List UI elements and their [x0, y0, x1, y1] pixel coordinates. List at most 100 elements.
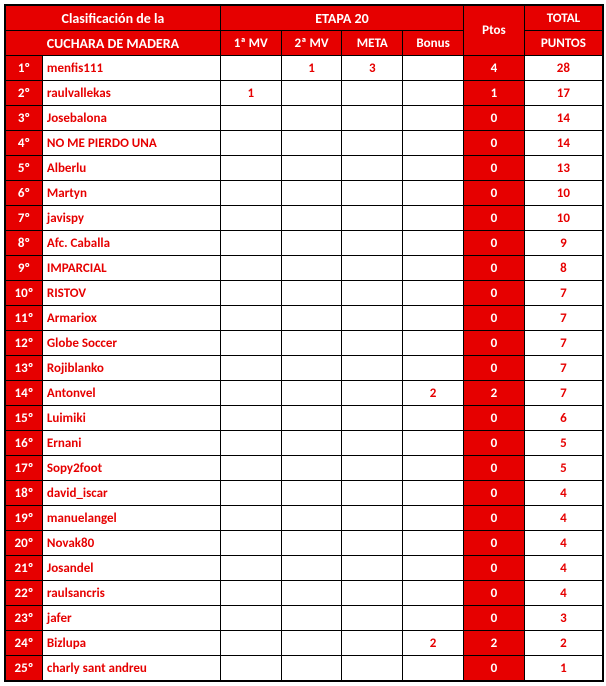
ptos-cell: 0	[464, 106, 525, 131]
mv1-cell	[220, 331, 281, 356]
meta-cell	[342, 431, 403, 456]
table-row: 5ºAlberlu013	[6, 156, 603, 181]
ptos-cell: 4	[464, 56, 525, 81]
mv1-cell	[220, 531, 281, 556]
col-2mv: 2ª MV	[281, 31, 342, 56]
table-row: 13ºRojiblanko07	[6, 356, 603, 381]
mv1-cell	[220, 181, 281, 206]
table-row: 8ºAfc. Caballa09	[6, 231, 603, 256]
meta-cell	[342, 406, 403, 431]
mv2-cell	[281, 306, 342, 331]
mv1-cell	[220, 306, 281, 331]
mv2-cell	[281, 606, 342, 631]
meta-cell: 3	[342, 56, 403, 81]
ptos-cell: 0	[464, 131, 525, 156]
total-cell: 9	[524, 231, 602, 256]
rank-cell: 21º	[6, 556, 43, 581]
mv2-cell	[281, 131, 342, 156]
total-cell: 4	[524, 531, 602, 556]
table-row: 14ºAntonvel227	[6, 381, 603, 406]
name-cell: raulsancris	[42, 581, 220, 606]
bonus-cell	[403, 306, 464, 331]
total-cell: 5	[524, 456, 602, 481]
rank-cell: 14º	[6, 381, 43, 406]
rank-cell: 24º	[6, 631, 43, 656]
table-row: 2ºraulvallekas1117	[6, 81, 603, 106]
total-cell: 13	[524, 156, 602, 181]
mv1-cell	[220, 581, 281, 606]
name-cell: menfis111	[42, 56, 220, 81]
table-row: 11ºArmariox07	[6, 306, 603, 331]
bonus-cell	[403, 481, 464, 506]
name-cell: Afc. Caballa	[42, 231, 220, 256]
ptos-cell: 0	[464, 581, 525, 606]
name-cell: Martyn	[42, 181, 220, 206]
mv2-cell	[281, 256, 342, 281]
ptos-cell: 0	[464, 231, 525, 256]
mv2-cell	[281, 531, 342, 556]
name-cell: Alberlu	[42, 156, 220, 181]
ptos-cell: 0	[464, 406, 525, 431]
meta-cell	[342, 631, 403, 656]
mv2-cell	[281, 81, 342, 106]
meta-cell	[342, 356, 403, 381]
mv2-cell	[281, 106, 342, 131]
header-row-1: Clasificación de la ETAPA 20 Ptos TOTAL	[6, 6, 603, 31]
mv2-cell	[281, 231, 342, 256]
title-line2: CUCHARA DE MADERA	[6, 31, 221, 56]
ptos-cell: 0	[464, 206, 525, 231]
table-row: 6ºMartyn010	[6, 181, 603, 206]
bonus-cell	[403, 156, 464, 181]
meta-cell	[342, 281, 403, 306]
bonus-cell	[403, 106, 464, 131]
rank-cell: 25º	[6, 656, 43, 681]
mv1-cell	[220, 231, 281, 256]
meta-cell	[342, 81, 403, 106]
name-cell: RISTOV	[42, 281, 220, 306]
name-cell: javispy	[42, 206, 220, 231]
ptos-cell: 0	[464, 606, 525, 631]
ptos-cell: 0	[464, 281, 525, 306]
name-cell: david_iscar	[42, 481, 220, 506]
meta-cell	[342, 206, 403, 231]
meta-cell	[342, 106, 403, 131]
total-cell: 7	[524, 281, 602, 306]
table-row: 20ºNovak8004	[6, 531, 603, 556]
bonus-cell	[403, 431, 464, 456]
meta-cell	[342, 156, 403, 181]
bonus-cell	[403, 56, 464, 81]
mv1-cell	[220, 556, 281, 581]
mv1-cell	[220, 606, 281, 631]
name-cell: Antonvel	[42, 381, 220, 406]
rank-cell: 1º	[6, 56, 43, 81]
table-row: 17ºSopy2foot05	[6, 456, 603, 481]
mv2-cell	[281, 356, 342, 381]
mv2-cell: 1	[281, 56, 342, 81]
col-1mv: 1ª MV	[220, 31, 281, 56]
rank-cell: 17º	[6, 456, 43, 481]
total-cell: 10	[524, 181, 602, 206]
bonus-cell	[403, 456, 464, 481]
mv1-cell: 1	[220, 81, 281, 106]
total-cell: 8	[524, 256, 602, 281]
total-cell: 1	[524, 656, 602, 681]
bonus-cell	[403, 181, 464, 206]
name-cell: Rojiblanko	[42, 356, 220, 381]
mv1-cell	[220, 156, 281, 181]
title-line1: Clasificación de la	[6, 6, 221, 31]
rank-cell: 16º	[6, 431, 43, 456]
puntos-label: PUNTOS	[524, 31, 602, 56]
name-cell: Armariox	[42, 306, 220, 331]
bonus-cell	[403, 206, 464, 231]
meta-cell	[342, 531, 403, 556]
name-cell: Novak80	[42, 531, 220, 556]
mv1-cell	[220, 206, 281, 231]
rank-cell: 15º	[6, 406, 43, 431]
meta-cell	[342, 256, 403, 281]
table-row: 1ºmenfis11113428	[6, 56, 603, 81]
name-cell: manuelangel	[42, 506, 220, 531]
ptos-cell: 0	[464, 656, 525, 681]
name-cell: raulvallekas	[42, 81, 220, 106]
total-cell: 7	[524, 306, 602, 331]
ptos-cell: 0	[464, 506, 525, 531]
